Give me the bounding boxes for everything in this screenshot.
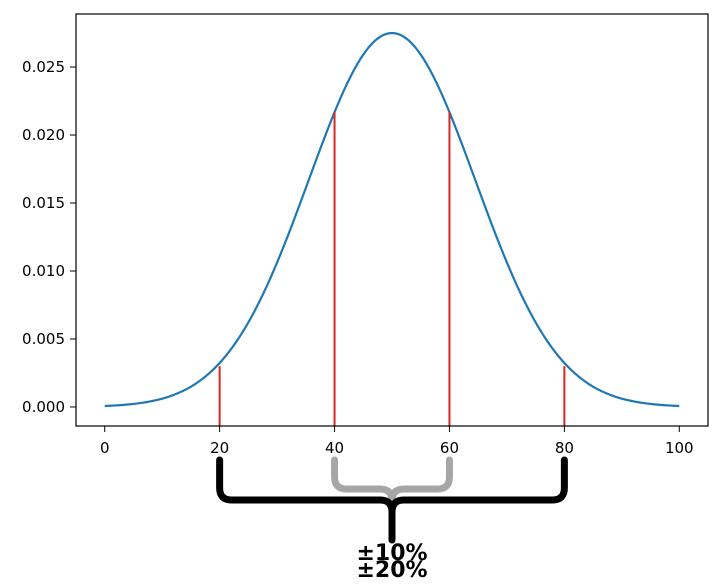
y-tick-label: 0.000 [22,398,65,416]
x-tick-label: 60 [440,439,459,457]
plot-frame [75,13,709,427]
bracket-20pct [216,456,568,544]
x-tick-label: 0 [100,439,110,457]
y-tick-label: 0.015 [22,194,65,212]
y-tick-label: 0.010 [22,262,65,280]
x-tick-label: 40 [325,439,344,457]
annotations: ±10%±20% [216,456,568,583]
chart-marks [104,31,680,426]
bracket-label-10pct: ±10% [356,541,427,566]
bracket-10pct [331,456,453,526]
density-curve-line-0 [104,31,680,408]
y-tick-label: 0.020 [22,126,65,144]
x-tick-label: 80 [555,439,574,457]
x-tick-label: 100 [665,439,694,457]
y-tick-label: 0.025 [22,58,65,76]
axes: 0 20 40 60 80 100 0.000 0.005 0.010 0.015 0.020 0.0… [22,58,694,457]
bracket-label-20pct: ±20% [356,558,427,583]
x-tick-label: 20 [210,439,229,457]
y-tick-label: 0.005 [22,330,65,348]
